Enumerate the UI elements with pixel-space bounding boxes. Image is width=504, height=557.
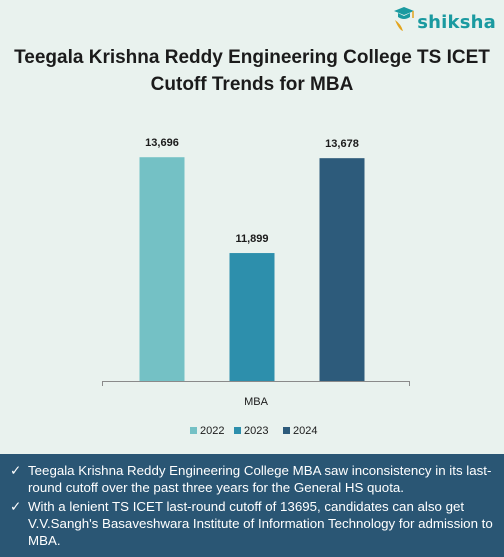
legend-label-2024: 2024	[293, 425, 317, 437]
notes-panel: ✓ Teegala Krishna Reddy Engineering Coll…	[0, 454, 504, 557]
check-icon: ✓	[10, 463, 22, 478]
bar-2023	[229, 253, 275, 381]
legend-swatch-2023	[234, 427, 241, 434]
chart-title-line: Cutoff Trends for MBA	[150, 74, 354, 95]
bar-2024	[319, 158, 365, 381]
note-text: Teegala Krishna Reddy Engineering Colleg…	[28, 463, 492, 495]
shiksha-logo: shiksha	[393, 6, 496, 32]
legend-label-2023: 2023	[244, 425, 268, 437]
data-label-2023: 11,899	[235, 233, 268, 245]
chart-title: Teegala Krishna Reddy Engineering Colleg…	[0, 44, 504, 98]
bar-chart: 13,696 11,899 13,678 MBA 2022 2023 2024	[102, 137, 410, 437]
brand-name: shiksha	[417, 12, 496, 33]
legend-swatch-2024	[283, 427, 290, 434]
note-item: ✓ Teegala Krishna Reddy Engineering Coll…	[10, 462, 494, 496]
x-tick-label: MBA	[244, 396, 269, 408]
chart-title-line: Teegala Krishna Reddy Engineering Colleg…	[14, 47, 490, 68]
data-label-2024: 13,678	[325, 138, 359, 150]
note-item: ✓ With a lenient TS ICET last-round cuto…	[10, 498, 494, 549]
graduation-cap-icon	[394, 7, 415, 31]
check-icon: ✓	[10, 499, 22, 514]
note-text: With a lenient TS ICET last-round cutoff…	[28, 499, 493, 548]
bar-2022	[139, 157, 185, 381]
legend-label-2022: 2022	[200, 425, 224, 437]
legend-swatch-2022	[190, 427, 197, 434]
data-label-2022: 13,696	[145, 137, 179, 149]
